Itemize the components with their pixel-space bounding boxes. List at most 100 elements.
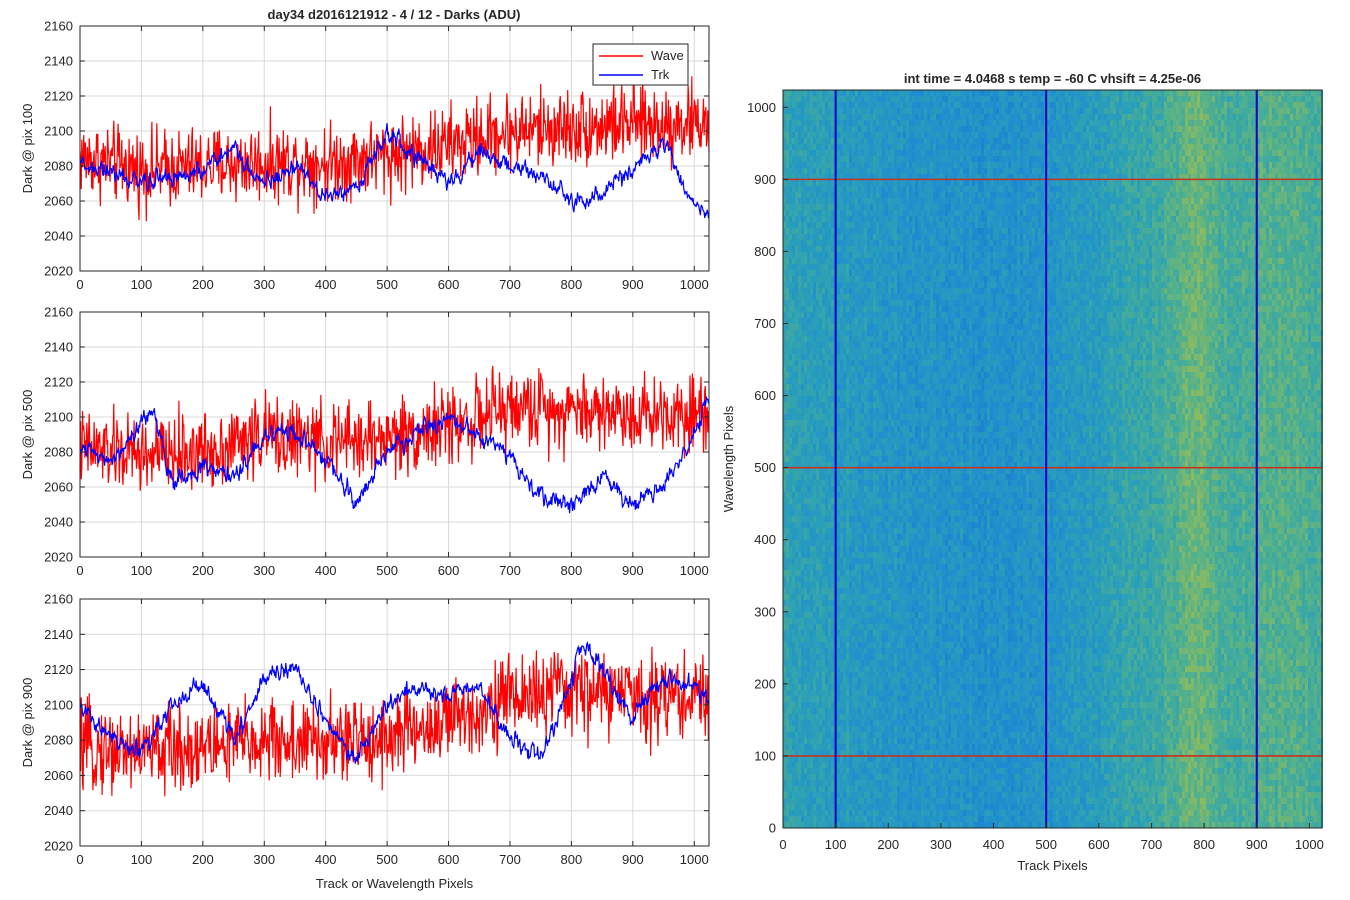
heatmap-cell (819, 516, 822, 522)
heatmap-cell (867, 468, 870, 474)
heatmap-cell (885, 756, 888, 762)
heatmap-cell (819, 504, 822, 510)
heatmap-cell (879, 480, 882, 486)
heatmap-cell (864, 402, 867, 408)
heatmap-cell (804, 354, 807, 360)
heatmap-cell (870, 462, 873, 468)
heatmap-cell (831, 504, 834, 510)
heatmap-cell (849, 522, 852, 528)
heatmap-cell (807, 144, 810, 150)
heatmap-cell (855, 444, 858, 450)
heatmap-cell (870, 150, 873, 156)
heatmap-cell (789, 390, 792, 396)
heatmap-cell (798, 516, 801, 522)
heatmap-cell (786, 534, 789, 540)
heatmap-cell (861, 702, 864, 708)
heatmap-cell (810, 234, 813, 240)
heatmap-cell (870, 312, 873, 318)
heatmap-cell (894, 570, 897, 576)
heatmap-cell (825, 558, 828, 564)
heatmap-cell (825, 522, 828, 528)
heatmap-cell (822, 336, 825, 342)
heatmap-cell (804, 714, 807, 720)
heatmap-cell (807, 762, 810, 768)
heatmap-cell (852, 594, 855, 600)
heatmap-cell (858, 114, 861, 120)
heatmap-cell (786, 246, 789, 252)
heatmap-cell (783, 438, 786, 444)
heatmap-cell (819, 594, 822, 600)
heatmap-cell (828, 180, 831, 186)
heatmap-cell (819, 786, 822, 792)
heatmap-cell (891, 606, 894, 612)
heatmap-cell (840, 162, 843, 168)
heatmap-cell (864, 258, 867, 264)
heatmap-cell (849, 732, 852, 738)
heatmap-cell (846, 282, 849, 288)
heatmap-cell (885, 786, 888, 792)
heatmap-cell (885, 690, 888, 696)
heatmap-cell (813, 546, 816, 552)
heatmap-cell (786, 144, 789, 150)
heatmap-cell (852, 210, 855, 216)
heatmap-cell (873, 132, 876, 138)
heatmap-cell (825, 144, 828, 150)
heatmap-cell (795, 540, 798, 546)
heatmap-cell (852, 390, 855, 396)
heatmap-cell (885, 630, 888, 636)
heatmap-cell (882, 462, 885, 468)
heatmap-cell (792, 792, 795, 798)
heatmap-cell (840, 288, 843, 294)
heatmap-cell (783, 780, 786, 786)
heatmap-cell (852, 522, 855, 528)
heatmap-cell (795, 486, 798, 492)
heatmap-cell (813, 264, 816, 270)
heatmap-cell (897, 150, 900, 156)
heatmap-cell (867, 108, 870, 114)
heatmap-cell (783, 582, 786, 588)
heatmap-cell (795, 804, 798, 810)
heatmap-cell (873, 540, 876, 546)
heatmap-cell (813, 732, 816, 738)
heatmap-cell (798, 462, 801, 468)
heatmap-cell (792, 822, 795, 828)
heatmap-cell (840, 726, 843, 732)
heatmap-cell (798, 642, 801, 648)
heatmap-cell (825, 228, 828, 234)
heatmap-cell (840, 282, 843, 288)
heatmap-cell (867, 624, 870, 630)
heatmap-cell (783, 132, 786, 138)
heatmap-cell (855, 390, 858, 396)
heatmap-cell (870, 264, 873, 270)
heatmap-cell (786, 816, 789, 822)
heatmap-cell (828, 120, 831, 126)
heatmap-cell (795, 558, 798, 564)
heatmap-cell (819, 300, 822, 306)
heatmap-cell (843, 636, 846, 642)
heatmap-cell (840, 294, 843, 300)
heatmap-cell (888, 156, 891, 162)
heatmap-cell (783, 732, 786, 738)
heatmap-cell (873, 558, 876, 564)
heatmap-cell (801, 138, 804, 144)
heatmap-cell (828, 762, 831, 768)
heatmap-cell (807, 756, 810, 762)
heatmap-cell (885, 660, 888, 666)
heatmap-cell (783, 720, 786, 726)
heatmap-cell (816, 696, 819, 702)
heatmap-cell (858, 330, 861, 336)
heatmap-cell (861, 678, 864, 684)
heatmap-cell (852, 174, 855, 180)
heatmap-cell (810, 690, 813, 696)
heatmap-cell (849, 582, 852, 588)
heatmap-cell (861, 798, 864, 804)
heatmap-cell (867, 618, 870, 624)
heatmap-cell (795, 240, 798, 246)
heatmap-cell (792, 414, 795, 420)
heatmap-cell (867, 672, 870, 678)
heatmap-cell (804, 246, 807, 252)
heatmap-cell (852, 444, 855, 450)
heatmap-cell (795, 708, 798, 714)
heatmap-cell (846, 210, 849, 216)
heatmap-cell (870, 708, 873, 714)
